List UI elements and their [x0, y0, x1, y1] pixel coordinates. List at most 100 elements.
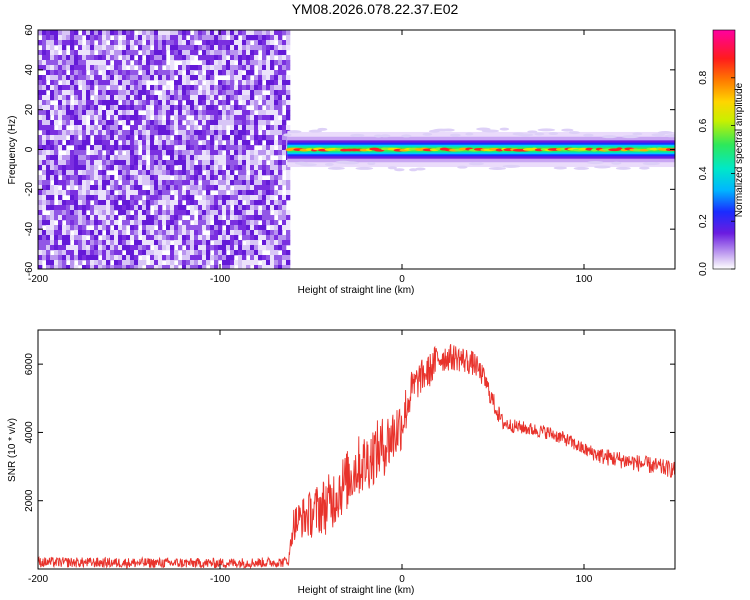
snr-ytick-label: 2000	[24, 489, 35, 512]
spectrogram-cell	[114, 165, 119, 171]
spectrogram-cell	[38, 180, 43, 186]
spectrogram-cell	[246, 75, 251, 81]
spectrogram-cell	[158, 115, 163, 121]
spectrogram-cell	[178, 245, 183, 251]
spectrogram-cell	[82, 190, 87, 196]
spectrogram-cell	[198, 115, 203, 121]
spectrogram-cell	[46, 135, 51, 141]
spectrogram-wisp	[601, 135, 618, 139]
spectrogram-cell	[230, 130, 235, 136]
spectrogram-cell	[218, 140, 223, 146]
spectrogram-cell	[250, 65, 255, 71]
spectrogram-cell	[262, 200, 267, 206]
spectrogram-cell	[138, 195, 143, 201]
spectrogram-cell	[170, 255, 175, 261]
spectrogram-cell	[206, 115, 211, 121]
spectrogram-cell	[194, 65, 199, 71]
spectrogram-cell	[94, 60, 99, 66]
spectrogram-cell	[66, 110, 71, 116]
spectrogram-cell	[190, 165, 195, 171]
spectrogram-cell	[82, 100, 87, 106]
spectrogram-cell	[230, 145, 235, 151]
spectrogram-cell	[194, 220, 199, 226]
spectrogram-cell	[254, 55, 259, 61]
spectrogram-cell	[226, 150, 231, 156]
spectrogram-cell	[162, 120, 167, 126]
spectrogram-cell	[202, 200, 207, 206]
spectrogram-cell	[150, 185, 155, 191]
spectrogram-cell	[238, 250, 243, 256]
spectrogram-cell	[134, 50, 139, 56]
spectrogram-cell	[70, 170, 75, 176]
spectrogram-cell	[254, 140, 259, 146]
spectrogram-cell	[54, 180, 59, 186]
spectrogram-cell	[90, 50, 95, 56]
spectrogram-cell	[186, 55, 191, 61]
spectrogram-cell	[210, 90, 215, 96]
spectrogram-cell	[214, 225, 219, 231]
spectrogram-cell	[102, 195, 107, 201]
spectrogram-cell	[142, 220, 147, 226]
spectrogram-cell	[106, 110, 111, 116]
spectrogram-cell	[198, 70, 203, 76]
spectrogram-cell	[262, 35, 267, 41]
spectrogram-cell	[202, 30, 207, 36]
spectrogram-wisp	[299, 163, 317, 167]
spectrogram-cell	[94, 160, 99, 166]
spectrogram-cell	[234, 250, 239, 256]
spectrogram-cell	[186, 150, 191, 156]
spectrogram-cell	[210, 115, 215, 121]
spectrogram-cell	[94, 265, 99, 269]
spectrogram-cell	[266, 215, 271, 221]
snr-xlabel: Height of straight line (km)	[298, 585, 415, 596]
spectrogram-cell	[98, 140, 103, 146]
spectrogram-cell	[142, 155, 147, 161]
spectrogram-cell	[222, 120, 227, 126]
spectrogram-cell	[38, 200, 43, 206]
spectrogram-cell	[122, 180, 127, 186]
spectrogram-cell	[186, 235, 191, 241]
spectrogram-cell	[206, 50, 211, 56]
spectrogram-cell	[170, 55, 175, 61]
spectrogram-cell	[194, 255, 199, 261]
spectrogram-cell	[150, 140, 155, 146]
spectrogram-cell	[150, 150, 155, 156]
spectrogram-cell	[90, 30, 95, 36]
spectrogram-cell	[170, 250, 175, 256]
spectrogram-cell	[38, 175, 43, 181]
spectrogram-cell	[218, 225, 223, 231]
spectrogram-cell	[182, 160, 187, 166]
spectrogram-cell	[110, 140, 115, 146]
spectrogram-cell	[134, 165, 139, 171]
spectrogram-cell	[98, 40, 103, 46]
spectrogram-cell	[82, 135, 87, 141]
spectrogram-cell	[226, 145, 231, 151]
spectrogram-cell	[82, 265, 87, 269]
spectrogram-cell	[198, 30, 203, 36]
spectrogram-cell	[94, 30, 99, 36]
spectrogram-cell	[198, 135, 203, 141]
spectrogram-cell	[86, 200, 91, 206]
spectrogram-cell	[258, 45, 263, 51]
spectrogram-cell	[74, 145, 79, 151]
spectrogram-cell	[134, 70, 139, 76]
spectrogram-cell	[126, 85, 131, 91]
spectrogram-cell	[242, 175, 247, 181]
spectrogram-cell	[70, 220, 75, 226]
spectrogram-cell	[102, 210, 107, 216]
spectrogram-cell	[170, 180, 175, 186]
spectrogram-cell	[242, 100, 247, 106]
spectrogram-cell	[182, 55, 187, 61]
spectrogram-cell	[78, 150, 83, 156]
spectrogram-cell	[186, 165, 191, 171]
spectrogram-cell	[230, 115, 235, 121]
spectrogram-cell	[230, 95, 235, 101]
spectrogram-cell	[86, 215, 91, 221]
spectrogram-cell	[282, 40, 287, 46]
spectrogram-cell	[70, 215, 75, 221]
spectrogram-cell	[214, 265, 219, 269]
spectrogram-cell	[130, 265, 135, 269]
spectrogram-cell	[66, 60, 71, 66]
spectrogram-cell	[46, 120, 51, 126]
